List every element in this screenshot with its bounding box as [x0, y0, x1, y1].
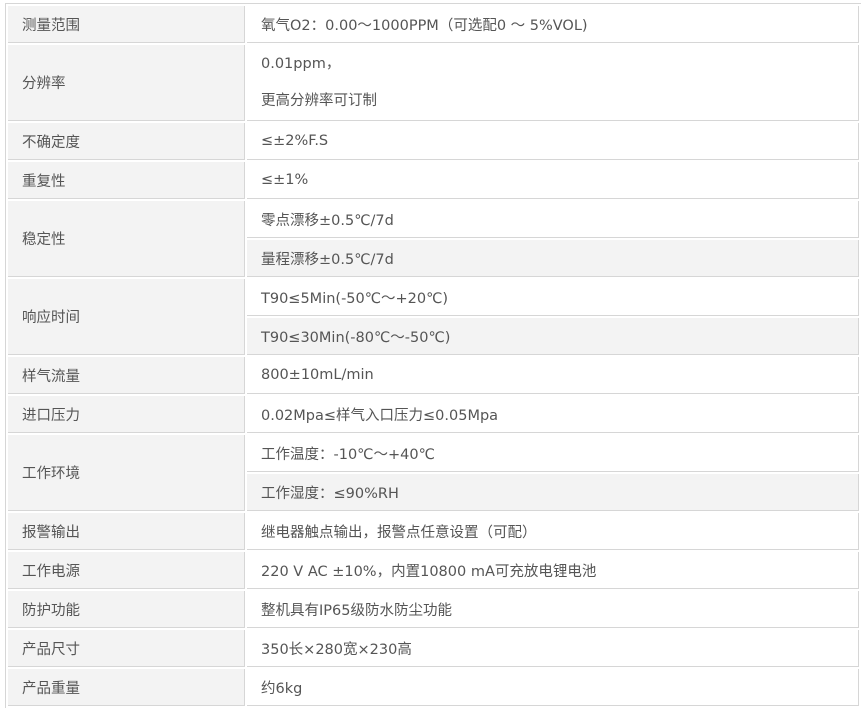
spec-label: 工作环境	[8, 435, 245, 511]
spec-label: 重复性	[8, 162, 245, 199]
spec-value: 350长×280宽×230高	[247, 630, 859, 667]
spec-label: 进口压力	[8, 396, 245, 433]
spec-value: 800±10mL/min	[247, 357, 859, 394]
spec-value: 0.02Mpa≤样气入口压力≤0.05Mpa	[247, 396, 859, 433]
spec-label: 报警输出	[8, 513, 245, 550]
spec-label: 稳定性	[8, 201, 245, 277]
table-row: 量程漂移±0.5℃/7d	[8, 240, 859, 277]
spec-table: 测量范围 氧气O2：0.00～1000PPM（可选配0 ～ 5%VOL) 分辨率 0.…	[5, 3, 861, 708]
spec-value: 约6kg	[247, 669, 859, 706]
spec-value-line: 0.01ppm，	[261, 55, 341, 72]
spec-value: 整机具有IP65级防水防尘功能	[247, 591, 859, 628]
table-row: 样气流量 800±10mL/min	[8, 357, 859, 394]
spec-label: 不确定度	[8, 123, 245, 160]
spec-value: T90≤30Min(-80℃～-50℃)	[247, 318, 859, 355]
spec-label: 响应时间	[8, 279, 245, 355]
spec-label: 样气流量	[8, 357, 245, 394]
table-row: 产品尺寸 350长×280宽×230高	[8, 630, 859, 667]
table-row: 报警输出 继电器触点输出，报警点任意设置（可配）	[8, 513, 859, 550]
spec-value: 工作温度：-10℃～+40℃	[247, 435, 859, 472]
table-row: 工作环境 工作温度：-10℃～+40℃	[8, 435, 859, 511]
spec-label: 产品重量	[8, 669, 245, 706]
spec-value: T90≤5Min(-50℃～+20℃)	[247, 279, 859, 316]
spec-value: 工作湿度：≤90%RH	[247, 474, 859, 511]
table-row: T90≤30Min(-80℃～-50℃)	[8, 318, 859, 355]
spec-value-line: 更高分辨率可订制	[261, 92, 377, 109]
table-row: 测量范围 氧气O2：0.00～1000PPM（可选配0 ～ 5%VOL)	[8, 6, 859, 43]
spec-label: 防护功能	[8, 591, 245, 628]
spec-label: 工作电源	[8, 552, 245, 589]
spec-label: 产品尺寸	[8, 630, 245, 667]
table-row: 稳定性 零点漂移±0.5℃/7d	[8, 201, 859, 277]
table-row: 产品重量 约6kg	[8, 669, 859, 706]
spec-value: ≤±2%F.S	[247, 123, 859, 160]
spec-value: 继电器触点输出，报警点任意设置（可配）	[247, 513, 859, 550]
table-row: 响应时间 T90≤5Min(-50℃～+20℃)	[8, 279, 859, 355]
table-row: 进口压力 0.02Mpa≤样气入口压力≤0.05Mpa	[8, 396, 859, 433]
table-row: 重复性 ≤±1%	[8, 162, 859, 199]
spec-value: 氧气O2：0.00～1000PPM（可选配0 ～ 5%VOL)	[247, 6, 859, 43]
table-row: 工作电源 220 V AC ±10%，内置10800 mA可充放电锂电池	[8, 552, 859, 589]
spec-value: 零点漂移±0.5℃/7d	[247, 201, 859, 238]
table-row: 不确定度 ≤±2%F.S	[8, 123, 859, 160]
spec-label: 分辨率	[8, 45, 245, 121]
spec-value: 220 V AC ±10%，内置10800 mA可充放电锂电池	[247, 552, 859, 589]
spec-value: 0.01ppm， 更高分辨率可订制	[247, 45, 859, 121]
spec-value: ≤±1%	[247, 162, 859, 199]
table-row: 防护功能 整机具有IP65级防水防尘功能	[8, 591, 859, 628]
table-row: 分辨率 0.01ppm， 更高分辨率可订制	[8, 45, 859, 121]
spec-value: 量程漂移±0.5℃/7d	[247, 240, 859, 277]
spec-label: 测量范围	[8, 6, 245, 43]
table-row: 工作湿度：≤90%RH	[8, 474, 859, 511]
